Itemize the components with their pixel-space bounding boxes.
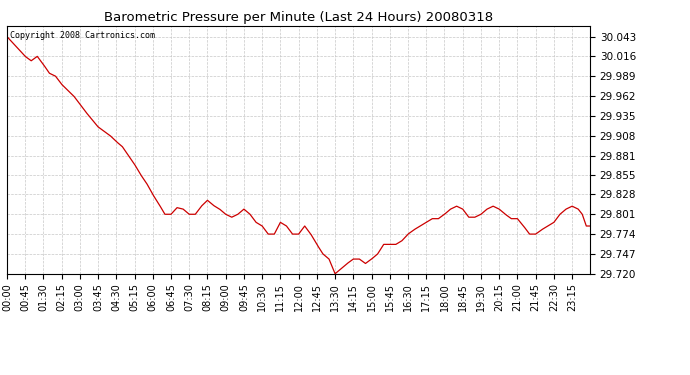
Text: Copyright 2008 Cartronics.com: Copyright 2008 Cartronics.com [10, 31, 155, 40]
Title: Barometric Pressure per Minute (Last 24 Hours) 20080318: Barometric Pressure per Minute (Last 24 … [104, 11, 493, 24]
